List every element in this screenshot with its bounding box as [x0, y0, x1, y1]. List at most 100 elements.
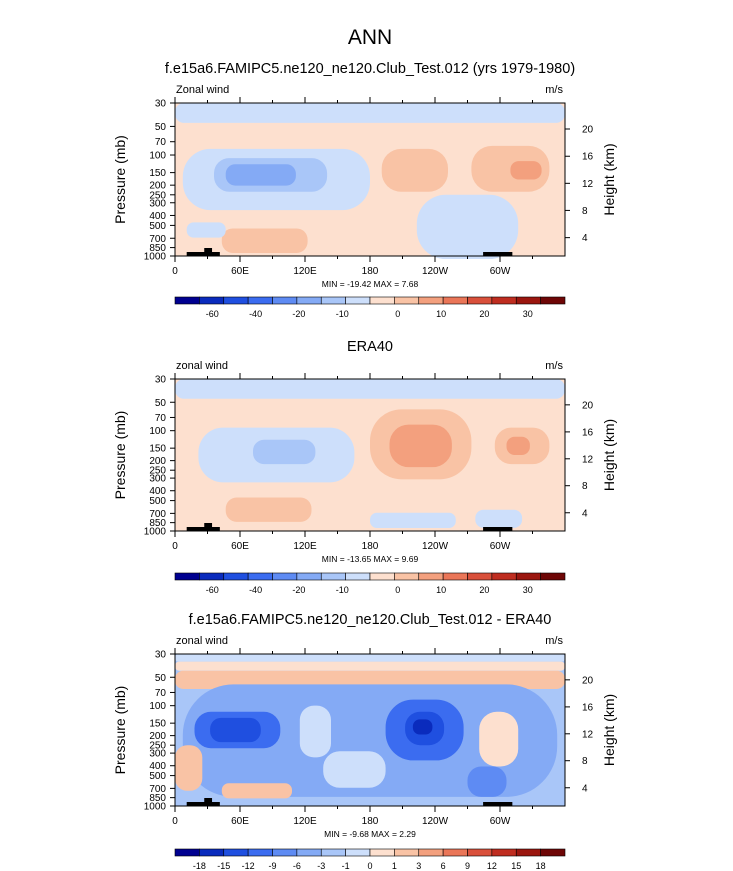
- colorbar-swatch: [418, 572, 444, 581]
- topography-andes: [483, 802, 513, 806]
- pressure-tick-label: 50: [155, 673, 167, 684]
- colorbar-swatch: [199, 296, 225, 305]
- longitude-tick-label: 0: [172, 266, 178, 277]
- units-label: m/s: [545, 635, 563, 647]
- pressure-tick-label: 250: [149, 466, 166, 477]
- chart-title: f.e15a6.FAMIPC5.ne120_ne120.Club_Test.01…: [165, 61, 575, 77]
- chart-panel-1: f.e15a6.FAMIPC5.ne120_ne120.Club_Test.01…: [112, 61, 617, 319]
- colorbar-swatch: [369, 572, 395, 581]
- colorbar-swatch: [223, 572, 249, 581]
- variable-label: zonal wind: [176, 635, 228, 647]
- contour-region: [175, 379, 565, 399]
- y2-axis-label: Height (km): [601, 694, 617, 766]
- topography-africa: [186, 802, 220, 806]
- colorbar-swatch: [272, 848, 298, 857]
- longitude-tick-label: 180: [362, 816, 379, 827]
- colorbar-swatch: [442, 848, 468, 857]
- colorbar-swatch: [320, 848, 346, 857]
- colorbar-swatch: [174, 848, 200, 857]
- contour-region: [381, 148, 448, 192]
- colorbar-swatch: [247, 296, 273, 305]
- y-axis-label: Pressure (mb): [112, 135, 128, 224]
- colorbar-swatch: [515, 848, 541, 857]
- colorbar-swatch: [515, 572, 541, 581]
- variable-label: Zonal wind: [176, 84, 229, 96]
- height-tick-label: 4: [582, 508, 588, 519]
- pressure-tick-label: 200: [149, 456, 166, 467]
- colorbar-swatch: [491, 296, 517, 305]
- colorbar-swatch: [223, 848, 249, 857]
- pressure-tick-label: 850: [149, 518, 166, 529]
- pressure-tick-label: 250: [149, 741, 166, 752]
- pressure-tick-label: 30: [155, 650, 167, 661]
- pressure-tick-label: 200: [149, 181, 166, 192]
- colorbar-tick-label: 3: [416, 861, 421, 871]
- colorbar-swatch: [418, 296, 444, 305]
- colorbar-swatch: [320, 296, 346, 305]
- colorbar-tick-label: 30: [523, 585, 533, 595]
- colorbar-tick-label: 9: [465, 861, 470, 871]
- colorbar-tick-label: 0: [395, 309, 400, 319]
- topography-africa-peak: [204, 798, 213, 802]
- pressure-tick-label: 500: [149, 221, 166, 232]
- pressure-tick-label: 70: [155, 137, 167, 148]
- longitude-tick-label: 60W: [490, 816, 511, 827]
- colorbar-swatch: [491, 572, 517, 581]
- colorbar-swatch: [174, 296, 200, 305]
- pressure-tick-label: 850: [149, 793, 166, 804]
- topography-africa-peak: [204, 248, 213, 252]
- colorbar-tick-label: 18: [536, 861, 546, 871]
- pressure-tick-label: 1000: [144, 802, 167, 813]
- longitude-tick-label: 120E: [293, 541, 317, 552]
- height-tick-label: 16: [582, 702, 594, 713]
- height-tick-label: 20: [582, 675, 594, 686]
- height-tick-label: 12: [582, 179, 594, 190]
- height-tick-label: 8: [582, 756, 588, 767]
- topography-andes: [483, 252, 513, 256]
- height-tick-label: 16: [582, 152, 594, 163]
- colorbar-swatch: [467, 572, 493, 581]
- contour-region: [225, 497, 312, 522]
- min-max-stats: MIN = -9.68 MAX = 2.29: [324, 829, 416, 839]
- min-max-stats: MIN = -13.65 MAX = 9.69: [322, 554, 419, 564]
- colorbar-tick-label: -40: [249, 309, 262, 319]
- colorbar-swatch: [223, 296, 249, 305]
- colorbar-swatch: [272, 572, 298, 581]
- height-tick-label: 12: [582, 729, 594, 740]
- colorbar-swatch: [296, 296, 322, 305]
- colorbar-tick-label: -60: [206, 585, 219, 595]
- colorbar-tick-label: 1: [392, 861, 397, 871]
- colorbar-swatch: [442, 296, 468, 305]
- longitude-tick-label: 60E: [231, 266, 249, 277]
- height-tick-label: 20: [582, 125, 594, 136]
- colorbar-tick-label: -3: [317, 861, 325, 871]
- pressure-tick-label: 30: [155, 375, 167, 386]
- colorbar-tick-label: -10: [336, 309, 349, 319]
- topography-africa: [186, 527, 220, 531]
- height-tick-label: 4: [582, 783, 588, 794]
- longitude-tick-label: 120E: [293, 266, 317, 277]
- colorbar-swatch: [345, 848, 371, 857]
- contour-region: [175, 654, 565, 662]
- contour-region: [412, 719, 433, 735]
- contour-region: [510, 161, 542, 180]
- pressure-tick-label: 1000: [144, 252, 167, 263]
- colorbar-tick-label: 10: [436, 585, 446, 595]
- longitude-tick-label: 0: [172, 816, 178, 827]
- pressure-tick-label: 700: [149, 509, 166, 520]
- contour-region: [323, 751, 386, 788]
- variable-label: zonal wind: [176, 360, 228, 372]
- contour-region: [175, 103, 565, 123]
- contour-region: [506, 436, 530, 455]
- pressure-tick-label: 300: [149, 749, 166, 760]
- longitude-tick-label: 180: [362, 266, 379, 277]
- pressure-tick-label: 300: [149, 198, 166, 209]
- colorbar-tick-label: -18: [193, 861, 206, 871]
- pressure-tick-label: 100: [149, 701, 166, 712]
- colorbar-swatch: [369, 296, 395, 305]
- units-label: m/s: [545, 360, 563, 372]
- height-tick-label: 12: [582, 454, 594, 465]
- colorbar-swatch: [467, 848, 493, 857]
- colorbar-tick-label: 20: [479, 309, 489, 319]
